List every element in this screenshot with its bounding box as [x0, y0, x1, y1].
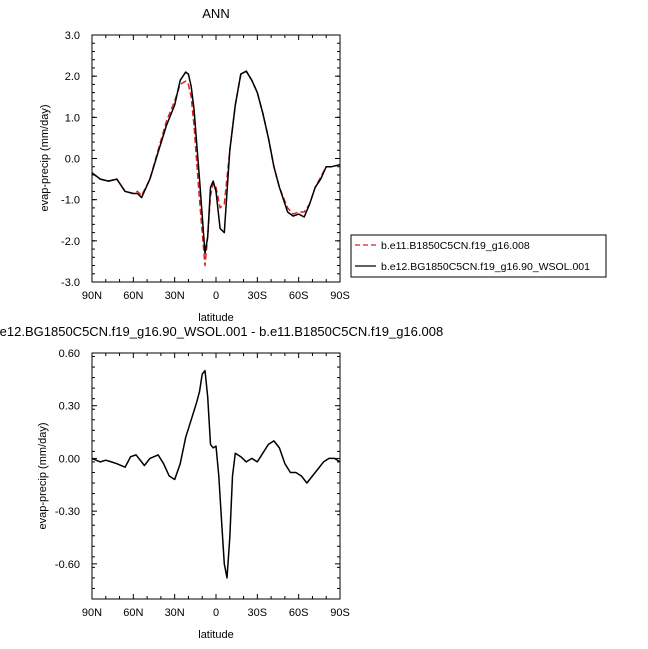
top-series-group: [91, 70, 341, 267]
bottom-y-axis-label: evap-precip (mm/day): [37, 423, 49, 530]
top-x-tick-label: 90S: [330, 290, 350, 302]
bottom-y-tick-label: -0.30: [55, 506, 80, 518]
legend-label-series-2: b.e12.BG1850C5CN.f19_g16.90_WSOL.001: [381, 261, 590, 273]
bottom-x-tick-label: 90N: [82, 607, 102, 619]
top-x-tick-label: 90N: [82, 290, 102, 302]
top-y-tick-label: -1.0: [61, 195, 80, 207]
bottom-x-tick-label: 30S: [248, 607, 268, 619]
top-y-tick-label: 3.0: [65, 30, 80, 42]
bottom-x-tick-label: 60N: [123, 607, 143, 619]
top-x-axis-label: latitude: [198, 312, 233, 324]
top-y-tick-label: -2.0: [61, 236, 80, 248]
bottom-chart-title: b.e12.BG1850C5CN.f19_g16.90_WSOL.001 - b…: [0, 324, 443, 339]
bottom-y-tick-label: 0.30: [59, 401, 80, 413]
top-chart-title: ANN: [202, 6, 229, 21]
top-x-tick-label: 60N: [123, 290, 143, 302]
bottom-panel: b.e12.BG1850C5CN.f19_g16.90_WSOL.001 - b…: [0, 324, 443, 641]
top-x-tick-label: 30S: [248, 290, 268, 302]
bottom-x-tick-label: 90S: [330, 607, 350, 619]
top-y-tick-label: 0.0: [65, 154, 80, 166]
bottom-y-tick-label: 0.60: [59, 348, 80, 360]
bottom-series-group: [91, 369, 341, 579]
top-y-axis-label: evap-precip (mm/day): [39, 105, 51, 212]
top-series-line-1: [91, 70, 341, 267]
top-x-tick-label: 0: [213, 290, 219, 302]
top-y-tick-label: -3.0: [61, 277, 80, 289]
top-x-tick-label: 30N: [165, 290, 185, 302]
bottom-plot-frame: [91, 352, 341, 600]
top-y-tick-label: 1.0: [65, 112, 80, 124]
top-plot-frame: [91, 34, 341, 283]
bottom-y-tick-label: -0.60: [55, 559, 80, 571]
top-panel: ANN 90N 60N 30N 0 30S 60S 90S -3.0 -2.0 -1.0 0.0 1.…: [39, 6, 350, 324]
legend: b.e11.B1850C5CN.f19_g16.008 b.e12.BG1850…: [350, 234, 607, 278]
top-y-tick-label: 2.0: [65, 71, 80, 83]
bottom-x-tick-label: 60S: [289, 607, 309, 619]
bottom-axes: 90N 60N 30N 0 30S 60S 90S -0.60 -0.30 0.00 0.30 0.6…: [55, 348, 350, 619]
legend-box: [350, 234, 607, 278]
bottom-series-line-1: [91, 369, 341, 579]
top-x-tick-label: 60S: [289, 290, 309, 302]
bottom-x-tick-label: 0: [213, 607, 219, 619]
top-series-line-2: [91, 70, 341, 254]
top-axes: 90N 60N 30N 0 30S 60S 90S -3.0 -2.0 -1.0 0.0 1.0 2.0…: [61, 30, 350, 302]
bottom-x-axis-label: latitude: [198, 629, 233, 641]
bottom-y-tick-label: 0.00: [59, 453, 80, 465]
legend-label-series-1: b.e11.B1850C5CN.f19_g16.008: [381, 240, 530, 252]
bottom-x-tick-label: 30N: [165, 607, 185, 619]
